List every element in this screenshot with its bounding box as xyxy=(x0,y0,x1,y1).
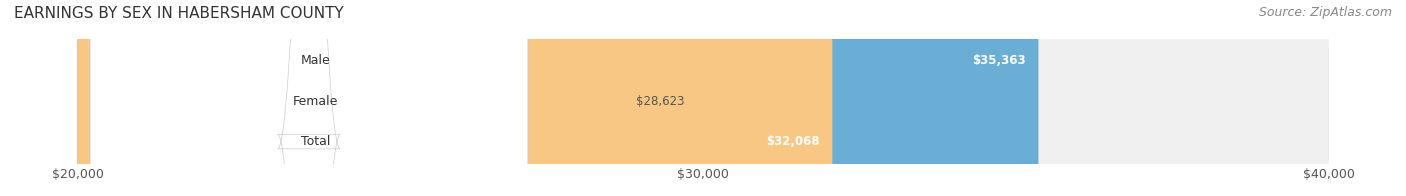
FancyBboxPatch shape xyxy=(77,0,1329,196)
FancyBboxPatch shape xyxy=(77,0,617,196)
Text: Male: Male xyxy=(301,54,330,67)
FancyBboxPatch shape xyxy=(77,0,1039,196)
Text: Source: ZipAtlas.com: Source: ZipAtlas.com xyxy=(1258,6,1392,19)
FancyBboxPatch shape xyxy=(90,0,527,196)
Text: $28,623: $28,623 xyxy=(636,95,685,108)
FancyBboxPatch shape xyxy=(90,0,527,196)
FancyBboxPatch shape xyxy=(90,0,527,196)
FancyBboxPatch shape xyxy=(77,0,1329,196)
Text: Total: Total xyxy=(301,135,330,148)
Text: Female: Female xyxy=(292,95,337,108)
FancyBboxPatch shape xyxy=(77,0,1329,196)
FancyBboxPatch shape xyxy=(77,0,832,196)
Text: EARNINGS BY SEX IN HABERSHAM COUNTY: EARNINGS BY SEX IN HABERSHAM COUNTY xyxy=(14,6,344,21)
Text: $32,068: $32,068 xyxy=(766,135,820,148)
Text: $35,363: $35,363 xyxy=(973,54,1026,67)
